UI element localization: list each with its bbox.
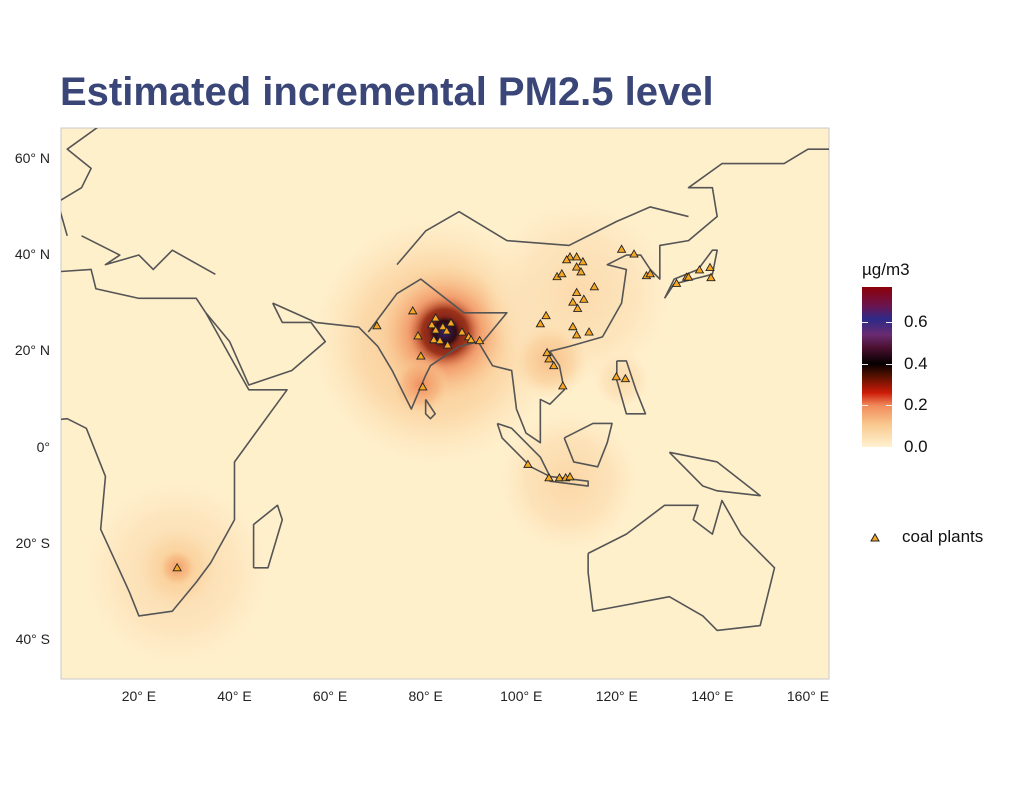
coal-plant-marker xyxy=(172,562,182,572)
coastline-srilanka xyxy=(424,398,437,420)
coastline-med xyxy=(81,235,216,275)
coastline-europe xyxy=(61,128,99,237)
coastline-japan xyxy=(663,249,718,299)
x-tick-label: 140° E xyxy=(691,688,734,704)
coal-plant-marker xyxy=(694,265,705,274)
coal-plant-marker xyxy=(535,318,546,328)
coal-plant-marker xyxy=(441,326,452,335)
legend-coal-plants-label: coal plants xyxy=(902,527,984,546)
coal-plant-marker xyxy=(671,278,682,287)
coal-plant-marker xyxy=(427,319,437,329)
colorbar-tick-label: 0.2 xyxy=(904,395,928,415)
coal-plant-marker xyxy=(372,320,382,330)
pollution-hotspot xyxy=(592,351,651,409)
colorbar-tick-mark xyxy=(862,322,892,324)
coal-plant-marker xyxy=(548,360,559,370)
y-tick-label: 40° N xyxy=(14,246,50,263)
coal-plant-marker xyxy=(438,321,448,331)
y-tick-label: 40° S xyxy=(15,631,50,648)
colorbar-tick-label: 0.4 xyxy=(904,353,928,373)
triangle-icon xyxy=(870,532,880,541)
colorbar-tick-mark xyxy=(862,363,892,365)
coal-plant-marker xyxy=(620,373,631,383)
coal-plant-marker xyxy=(568,297,578,306)
coal-plant-marker xyxy=(571,287,582,297)
coal-plant-marker xyxy=(565,471,575,481)
x-tick-label: 120° E xyxy=(595,688,638,704)
x-tick-label: 60° E xyxy=(312,688,348,704)
coal-plant-marker xyxy=(428,334,439,344)
coal-plant-marker xyxy=(572,303,583,312)
coal-plant-marker xyxy=(616,244,627,253)
coal-plant-marker xyxy=(589,281,600,291)
coal-plant-marker xyxy=(523,459,533,468)
coal-plant-marker xyxy=(457,327,467,336)
coal-plant-marker xyxy=(544,354,554,363)
x-tick-label: 100° E xyxy=(500,688,543,704)
coal-plant-marker xyxy=(568,321,578,331)
coal-plant-marker xyxy=(571,330,582,339)
coal-plant-marker xyxy=(542,347,552,357)
coal-plant-marker xyxy=(558,381,568,390)
colorbar-tick-mark xyxy=(862,405,892,407)
coastline-australia xyxy=(587,499,776,632)
x-tick-label: 160° E xyxy=(786,688,830,704)
coal-plant-marker xyxy=(629,249,639,258)
coal-plant-marker xyxy=(561,254,572,264)
coastline-africa xyxy=(61,268,288,617)
coal-plant-marker xyxy=(705,262,715,272)
coal-plant-marker xyxy=(466,334,476,344)
coal-plant-marker xyxy=(541,310,551,320)
coal-plant-marker xyxy=(554,472,565,482)
y-tick-label: 0° xyxy=(36,438,50,455)
coal-plant-marker xyxy=(578,256,588,266)
coal-plant-marker xyxy=(446,317,456,327)
coal-plant-marker xyxy=(544,472,554,482)
y-tick-label: 60° N xyxy=(14,149,50,166)
coal-plant-marker xyxy=(474,335,485,345)
coal-plant-marker xyxy=(683,272,694,281)
colorbar-tick-label: 0.6 xyxy=(904,312,928,332)
coal-plant-marker xyxy=(413,330,423,340)
coastline-newguinea xyxy=(668,451,761,497)
coal-plant-marker xyxy=(407,305,418,315)
colorbar-title: µg/m3 xyxy=(862,260,910,279)
legend-coal-plants: coal plants xyxy=(870,527,983,547)
coal-plant-marker xyxy=(430,313,441,322)
coastline-china_border xyxy=(396,206,689,266)
coastline-madagascar xyxy=(252,504,284,569)
coal-plant-marker xyxy=(576,266,586,276)
coal-plant-marker xyxy=(571,252,582,261)
coal-plant-marker xyxy=(435,335,445,345)
chart-title: Estimated incremental PM2.5 level xyxy=(60,70,714,114)
coal-plant-marker xyxy=(416,351,426,360)
coal-plant-marker xyxy=(571,262,582,271)
coastline-asia xyxy=(272,148,829,444)
coal-plant-marker xyxy=(418,381,428,391)
colorbar xyxy=(862,287,892,447)
coastline-borneo xyxy=(563,422,613,468)
coastline-india_border xyxy=(367,278,508,343)
x-tick-label: 40° E xyxy=(217,688,252,704)
y-tick-label: 20° N xyxy=(14,342,50,359)
coastline-arabia xyxy=(205,302,327,386)
coal-plant-marker xyxy=(442,340,453,349)
coal-plant-marker xyxy=(430,325,441,334)
coal-plant-marker xyxy=(611,371,622,381)
y-tick-label: 20° S xyxy=(15,534,50,551)
coal-plant-marker xyxy=(557,268,567,278)
coal-plant-marker xyxy=(645,268,656,278)
x-tick-label: 20° E xyxy=(121,688,157,704)
coal-plant-marker xyxy=(579,294,589,303)
coal-plant-marker xyxy=(706,272,716,282)
coal-plant-marker xyxy=(584,327,594,336)
colorbar-tick-label: 0.0 xyxy=(904,437,928,456)
x-tick-label: 80° E xyxy=(408,688,443,704)
